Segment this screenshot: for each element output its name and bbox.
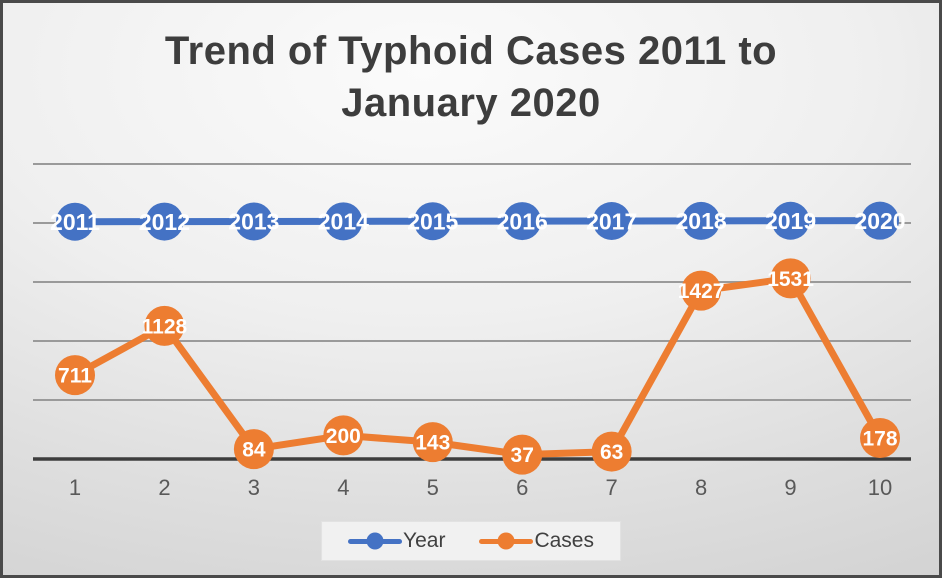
- year-series-line: [71, 217, 884, 226]
- year-marker-2014: [324, 202, 363, 241]
- legend-label-year: Year: [403, 529, 446, 552]
- x-tick-label-10: 10: [868, 475, 892, 500]
- year-marker-2013: [234, 202, 273, 241]
- year-marker-2016: [503, 202, 542, 241]
- chart-canvas: 2011 2012 2013 2014 2015 2016 2017 2018 2019 2020…: [33, 163, 911, 500]
- cases-data-label: 1531: [767, 268, 814, 291]
- x-tick-label-5: 5: [427, 475, 439, 500]
- cases-line-swatch: [479, 532, 534, 550]
- year-data-label: 2016: [497, 208, 548, 234]
- cases-marker-icon: [497, 532, 515, 550]
- chart-title: Trend of Typhoid Cases 2011 to January 2…: [3, 25, 939, 129]
- cases-marker-63: [591, 431, 632, 472]
- year-marker-icon: [366, 532, 384, 550]
- x-tick-label-6: 6: [516, 475, 528, 500]
- chart-title-line-2: January 2020: [341, 81, 601, 125]
- cases-data-label: 1427: [678, 280, 725, 303]
- legend-item-cases: Cases: [479, 529, 594, 553]
- year-marker-2020: [861, 201, 899, 240]
- legend-item-year: Year: [348, 529, 445, 553]
- cases-data-label: 63: [600, 441, 623, 464]
- chart-legend: Year Cases: [321, 521, 621, 561]
- year-data-label: 2015: [407, 209, 458, 235]
- cases-marker-84: [233, 429, 274, 470]
- year-data-label: 2012: [139, 209, 190, 235]
- legend-label-cases: Cases: [534, 529, 594, 552]
- cases-marker-1531: [770, 258, 811, 299]
- year-line-swatch: [348, 532, 403, 550]
- cases-marker-1427: [681, 270, 722, 311]
- year-data-label: 2013: [228, 209, 279, 235]
- chart-title-line-1: Trend of Typhoid Cases 2011 to: [164, 29, 778, 73]
- year-marker-2017: [592, 201, 631, 240]
- cases-marker-711: [55, 355, 95, 396]
- year-data-label: 2018: [676, 208, 727, 234]
- cases-marker-1128: [144, 305, 185, 346]
- cases-marker-37: [502, 434, 543, 475]
- year-marker-2012: [145, 202, 184, 241]
- year-marker-2018: [682, 201, 721, 240]
- x-tick-label-7: 7: [606, 475, 618, 500]
- x-tick-label-9: 9: [784, 475, 796, 500]
- year-marker-2019: [771, 201, 810, 240]
- x-tick-label-1: 1: [69, 475, 81, 500]
- x-tick-label-3: 3: [248, 475, 260, 500]
- year-marker-2015: [413, 202, 452, 241]
- year-marker-2011: [56, 202, 94, 241]
- x-tick-label-2: 2: [158, 475, 170, 500]
- cases-data-label: 200: [326, 425, 361, 448]
- cases-marker-143: [412, 422, 453, 463]
- cases-marker-200: [323, 415, 364, 456]
- year-data-label: 2011: [50, 209, 100, 235]
- cases-series-line: [71, 274, 884, 459]
- cases-data-label: 1128: [142, 315, 188, 338]
- year-data-label: 2014: [318, 209, 369, 235]
- cases-data-label: 711: [58, 365, 92, 388]
- year-data-label: 2017: [586, 208, 637, 234]
- cases-data-label: 178: [862, 428, 897, 451]
- year-data-label: 2019: [765, 208, 816, 234]
- year-data-label: 2020: [854, 208, 905, 234]
- cases-data-label: 143: [415, 432, 450, 455]
- cases-data-label: 37: [511, 444, 534, 467]
- cases-data-label: 84: [242, 439, 266, 462]
- cases-marker-178: [860, 417, 900, 458]
- x-tick-label-8: 8: [695, 475, 707, 500]
- x-tick-label-4: 4: [337, 475, 349, 500]
